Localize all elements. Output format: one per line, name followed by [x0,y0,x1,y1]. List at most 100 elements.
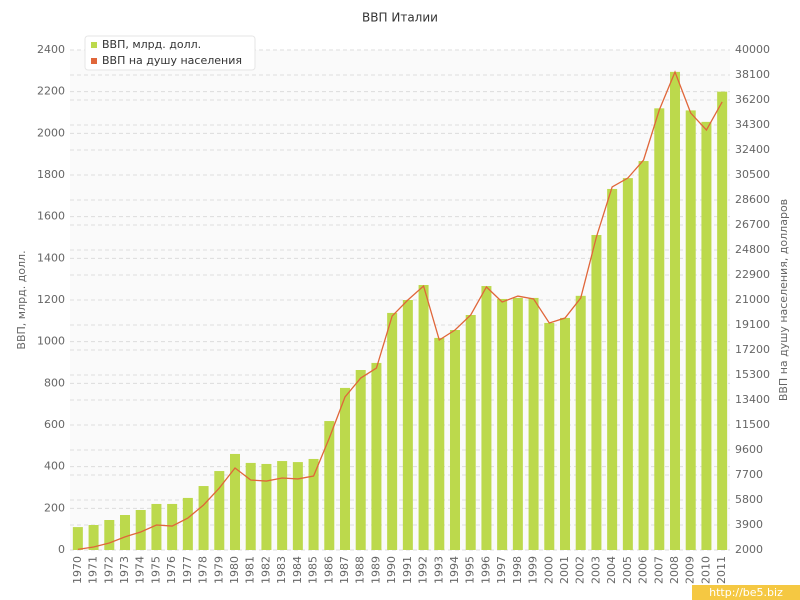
x-tick-label: 1982 [259,556,272,584]
x-tick-label: 1996 [479,556,492,584]
y2-tick-label: 32400 [735,143,770,156]
bar [544,322,555,550]
bar [120,515,130,550]
y-tick-label: 1000 [37,335,65,348]
bar [324,421,335,550]
x-tick-label: 1976 [165,556,178,584]
x-tick-label: 2002 [574,556,587,584]
bar [685,110,696,551]
x-tick-label: 2011 [715,556,728,584]
x-tick-label: 1999 [527,556,540,584]
bar [371,362,382,550]
x-tick-label: 1991 [401,556,414,584]
bar [340,387,350,550]
legend-label: ВВП на душу населения [102,54,242,67]
bar [167,503,178,550]
x-tick-label: 1997 [495,556,508,584]
bar [434,337,445,550]
x-tick-label: 1977 [181,556,194,584]
x-tick-label: 1973 [118,556,131,584]
watermark: http://be5.biz [709,586,783,599]
y2-tick-label: 38100 [735,68,770,81]
bar [135,510,146,550]
x-tick-label: 2009 [684,556,697,584]
x-tick-label: 1986 [322,556,335,584]
y2-tick-label: 26700 [735,218,770,231]
bar [670,71,680,550]
y2-tick-label: 19100 [735,318,770,331]
bar [560,317,570,550]
legend-marker [91,58,97,64]
y-tick-label: 200 [44,501,65,514]
bar [230,453,240,550]
x-tick-label: 2006 [637,556,650,584]
x-tick-label: 1981 [244,556,257,584]
bar [182,497,193,550]
legend-label: ВВП, млрд. долл. [102,38,201,51]
bar [104,520,115,550]
bar [245,462,256,550]
x-tick-label: 1983 [275,556,288,584]
y2-tick-label: 30500 [735,168,770,181]
line [77,70,723,550]
bar [418,285,429,550]
y2-tick-label: 40000 [735,43,770,56]
y-tick-label: 1600 [37,210,65,223]
x-tick-label: 1970 [71,556,84,584]
bar [292,462,303,550]
y2-tick-label: 11500 [735,418,770,431]
y2-tick-label: 9600 [735,443,763,456]
y2-tick-label: 2000 [735,543,763,556]
x-tick-label: 2000 [542,556,555,584]
x-tick-label: 1979 [212,556,225,584]
x-tick-label: 1985 [307,556,320,584]
y2-tick-label: 13400 [735,393,770,406]
x-tick-label: 1974 [134,556,147,584]
x-tick-label: 1994 [448,556,461,584]
bar [528,297,539,550]
watermark-bg [692,585,800,600]
x-tick-label: 1993 [432,556,445,584]
bar [72,527,83,550]
x-tick-label: 1984 [291,556,304,584]
y-tick-label: 1400 [37,251,65,264]
bar [214,471,225,550]
x-tick-label: 2008 [668,556,681,584]
y-tick-label: 1800 [37,168,65,181]
bar [261,463,272,550]
x-tick-label: 1998 [511,556,524,584]
x-tick-label: 1988 [354,556,367,584]
y-tick-label: 2400 [37,43,65,56]
bar [607,188,618,551]
x-tick-label: 1987 [338,556,351,584]
x-tick-label: 1990 [385,556,398,584]
y2-tick-label: 21000 [735,293,770,306]
x-tick-label: 1992 [417,556,430,584]
bar [575,295,586,550]
x-tick-label: 2005 [621,556,634,584]
bar [465,315,476,550]
y2-tick-label: 3900 [735,518,763,531]
y-tick-label: 800 [44,376,65,389]
y2-tick-label: 28600 [735,193,770,206]
x-tick-label: 2010 [699,556,712,584]
y-tick-label: 0 [58,543,65,556]
bar [355,370,366,550]
bar [481,286,492,550]
bar [701,121,712,550]
y-axis-label: ВВП, млрд. долл. [15,250,28,349]
bar [308,458,319,550]
y2-tick-label: 24800 [735,243,770,256]
y2-tick-label: 5800 [735,493,763,506]
bar [198,486,209,550]
bar [402,300,413,550]
y2-tick-label: 7700 [735,468,763,481]
y2-tick-label: 36200 [735,93,770,106]
x-tick-label: 1995 [464,556,477,584]
y-tick-label: 400 [44,460,65,473]
x-tick-label: 1971 [87,556,100,584]
x-tick-label: 1972 [102,556,115,584]
y-tick-label: 1200 [37,293,65,306]
x-tick-label: 2003 [589,556,602,584]
